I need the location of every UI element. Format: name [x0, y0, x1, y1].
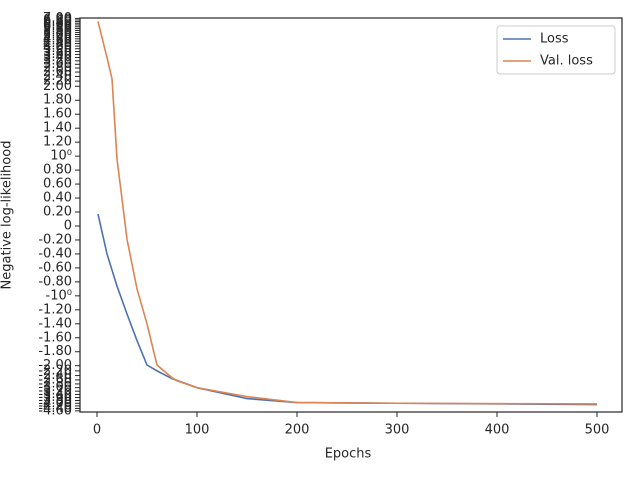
y-tick-label: 4.60	[43, 34, 72, 49]
y-tick-label: -3.40	[38, 387, 72, 402]
y-tick-label: -4.40	[38, 401, 72, 416]
y-tick-label: -0.20	[38, 232, 72, 247]
y-tick-label: 2.60	[43, 65, 72, 80]
y-tick-label: -0.60	[38, 260, 72, 275]
y-tick-label: 7.00	[43, 11, 72, 26]
y-tick-label: 3.60	[43, 47, 72, 62]
y-tick-label: -2.80	[38, 376, 72, 391]
y-tick-label: -3.20	[38, 384, 72, 399]
x-tick-label: 400	[485, 423, 510, 438]
x-tick-label: 100	[185, 423, 210, 438]
y-tick-label: -10⁰	[46, 288, 72, 303]
y-tick-label: 4.40	[43, 36, 72, 51]
y-tick-label: 6.40	[43, 16, 72, 31]
y-tick-label: 6.20	[43, 17, 72, 32]
legend-box	[496, 25, 616, 75]
y-tick-label: 1.20	[43, 135, 72, 150]
y-tick-label: -1.40	[38, 316, 72, 331]
y-tick-label: 5.40	[43, 25, 72, 40]
y-tick-label: 5.80	[43, 21, 72, 36]
y-tick-label: -1.60	[38, 330, 72, 345]
y-tick-label: 0	[64, 218, 72, 233]
x-axis-label: Epochs	[325, 447, 372, 462]
y-tick-label: -2.60	[38, 372, 72, 387]
x-tick-label: 0	[93, 423, 101, 438]
y-tick-label: -4.00	[38, 396, 72, 411]
y-tick-label: 6.00	[43, 19, 72, 34]
x-tick-label: 200	[285, 423, 310, 438]
y-tick-label: -2.20	[38, 363, 72, 378]
y-tick-label: 3.40	[43, 50, 72, 65]
y-tick-label: -1.80	[38, 344, 72, 359]
y-tick-label: 1.60	[43, 107, 72, 122]
y-tick-label: 0.20	[43, 205, 72, 220]
y-tick-label: 4.20	[43, 39, 72, 54]
y-tick-label: 3.00	[43, 57, 72, 72]
y-tick-label: 4.00	[43, 41, 72, 56]
y-tick-label: 3.80	[43, 44, 72, 59]
y-tick-label: -0.40	[38, 246, 72, 261]
legend-label: Val. loss	[540, 54, 593, 69]
y-tick-label: -4.20	[38, 398, 72, 413]
y-tick-label: -0.80	[38, 274, 72, 289]
y-tick-label: 5.00	[43, 29, 72, 44]
y-tick-label: 0.40	[43, 191, 72, 206]
y-tick-label: 0.80	[43, 163, 72, 178]
line-series	[97, 213, 598, 406]
y-tick-label: 2.00	[43, 79, 72, 94]
y-tick-label: -2.00	[38, 358, 72, 373]
x-tick-label: 300	[385, 423, 410, 438]
y-tick-label: -2.40	[38, 368, 72, 383]
y-tick-label: 4.80	[43, 31, 72, 46]
line-series	[97, 21, 598, 405]
y-tick-label: 0.60	[43, 177, 72, 192]
y-tick-label: 6.80	[43, 12, 72, 27]
y-tick-label: -1.20	[38, 302, 72, 317]
y-tick-label: 1.80	[43, 93, 72, 108]
plot-frame	[79, 17, 623, 413]
y-axis-label: Negative log-likelihood	[0, 141, 15, 290]
y-tick-label: -3.80	[38, 393, 72, 408]
y-tick-label: 6.60	[43, 14, 72, 29]
y-tick-label: 3.20	[43, 53, 72, 68]
y-tick-label: 10⁰	[50, 149, 72, 164]
y-tick-label: -3.60	[38, 390, 72, 405]
y-tick-label: 2.40	[43, 69, 72, 84]
y-tick-label: -3.00	[38, 380, 72, 395]
y-tick-label: 1.40	[43, 121, 72, 136]
y-tick-label: 2.80	[43, 61, 72, 76]
legend-label: Loss	[540, 32, 569, 47]
y-tick-label: -4.60	[38, 403, 72, 418]
y-tick-label: 5.60	[43, 23, 72, 38]
y-tick-label: 5.20	[43, 27, 72, 42]
x-tick-label: 500	[585, 423, 610, 438]
y-tick-label: 2.20	[43, 74, 72, 89]
